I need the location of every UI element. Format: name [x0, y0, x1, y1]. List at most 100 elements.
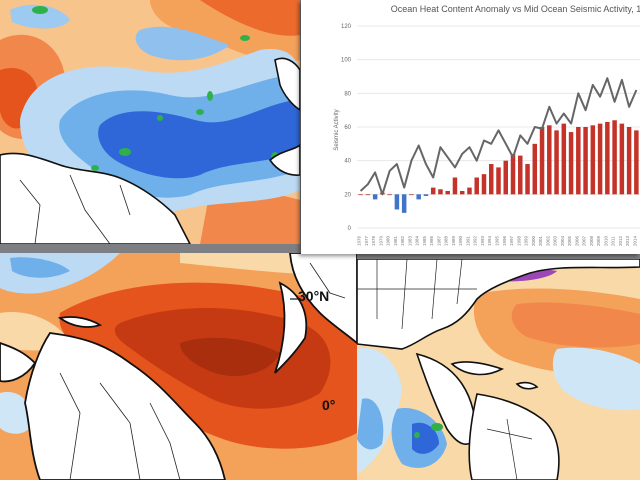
chart-line-series [359, 77, 638, 196]
bar-1983 [409, 194, 414, 196]
x-tick-label: 1997 [509, 235, 514, 246]
x-tick-label: 1987 [436, 235, 441, 246]
x-tick-label: 1976 [357, 235, 362, 246]
x-tick-label: 2005 [567, 235, 572, 246]
bar-1981 [394, 194, 400, 210]
x-tick-label: 1989 [451, 235, 456, 246]
bar-1989 [452, 177, 458, 195]
x-tick-label: 2007 [582, 235, 587, 246]
y-tick-label: 80 [344, 91, 351, 97]
sst-map-top-left-window[interactable] [0, 0, 300, 244]
x-tick-label: 1978 [371, 235, 376, 246]
x-tick-label: 2000 [531, 235, 536, 246]
y-tick-label: 20 [344, 192, 351, 198]
bar-1978 [372, 194, 378, 200]
bar-2006 [576, 127, 581, 195]
x-tick-labels: 1976 1977 1978 1979 1980 1981 1982 1983 1984 1985… [357, 235, 638, 246]
y-tick-label: 40 [344, 159, 351, 165]
x-tick-label: 1993 [480, 235, 485, 246]
bar-1990 [459, 190, 465, 195]
x-tick-label: 1994 [487, 235, 492, 246]
chart-title: Ocean Heat Content Anomaly vs Mid Ocean … [391, 4, 640, 14]
chart-bars [358, 120, 639, 213]
x-tick-label: 2009 [596, 235, 601, 246]
sst-map-bottom-right [357, 259, 640, 480]
x-tick-label: 2004 [560, 235, 565, 246]
y-tick-label: 60 [344, 125, 351, 131]
warm-anomaly-core [0, 282, 357, 449]
sst-map-bottom-right-window[interactable] [357, 259, 640, 480]
x-tick-label: 1986 [429, 235, 434, 246]
x-tick-label: 1991 [465, 235, 470, 246]
x-tick-label: 1992 [473, 235, 478, 246]
x-tick-label: 2011 [611, 236, 616, 246]
bar-1982 [401, 194, 407, 213]
country-borders [59, 262, 346, 480]
y-tick-label: 100 [341, 58, 352, 64]
bar-2009 [597, 123, 603, 195]
coastline-land [0, 57, 300, 244]
x-tick-label: 1983 [407, 235, 412, 246]
x-tick-label: 1977 [364, 235, 369, 246]
y-axis-label: Seismic Activity [334, 109, 340, 150]
bar-2013 [626, 127, 632, 195]
sst-map-bottom-left-window[interactable]: 30°N 0° [0, 253, 357, 480]
bar-2001 [539, 127, 545, 195]
bar-1995 [496, 167, 501, 195]
bar-2008 [590, 125, 596, 195]
bar-1998 [518, 155, 523, 195]
x-tick-label: 1981 [393, 235, 398, 246]
latitude-label-equator: 0° [322, 397, 335, 413]
bar-2007 [583, 127, 588, 195]
bar-1986 [430, 187, 436, 195]
latitude-label-30n: 30°N [298, 288, 329, 304]
bar-1994 [488, 164, 494, 195]
bar-2002 [547, 125, 552, 195]
bar-1992 [474, 177, 479, 195]
x-tick-label: 1998 [516, 235, 521, 246]
chart-gridlines [357, 25, 640, 229]
x-tick-label: 1985 [422, 235, 427, 246]
bar-2010 [605, 121, 610, 195]
x-tick-label: 2003 [553, 235, 558, 246]
state-borders [357, 259, 533, 480]
sst-map-top-left [0, 0, 300, 244]
y-tick-label: 120 [341, 24, 352, 30]
bar-1976 [358, 194, 363, 196]
x-tick-label: 2008 [589, 235, 594, 246]
x-tick-label: 1982 [400, 235, 405, 246]
x-tick-label: 2002 [545, 235, 550, 246]
x-tick-label: 1988 [444, 235, 449, 246]
coastline-land [0, 253, 357, 480]
y-tick-labels: 0 20 40 60 80 100 120 [341, 24, 352, 232]
seismic-activity-line [359, 77, 638, 196]
x-tick-label: 2013 [625, 235, 630, 246]
bar-2014 [634, 130, 639, 195]
bar-1980 [387, 194, 392, 196]
x-tick-label: 2010 [603, 235, 608, 246]
x-tick-label: 2014 [632, 235, 637, 246]
bar-1996 [503, 160, 509, 195]
x-tick-label: 2012 [618, 235, 623, 246]
country-borders [19, 174, 131, 244]
chart-window[interactable]: Ocean Heat Content Anomaly vs Mid Ocean … [301, 0, 640, 254]
bar-1991 [467, 187, 472, 195]
bar-1993 [481, 174, 487, 195]
x-tick-label: 2001 [538, 235, 543, 246]
x-tick-label: 1980 [386, 235, 391, 246]
x-tick-label: 1984 [415, 235, 420, 246]
bar-2003 [554, 130, 559, 195]
bar-1987 [438, 189, 443, 195]
bar-1988 [445, 190, 450, 195]
seismic-heat-chart: Ocean Heat Content Anomaly vs Mid Ocean … [334, 4, 640, 246]
bar-1999 [525, 164, 530, 195]
sst-map-bottom-left: 30°N 0° [0, 253, 357, 480]
coastline-land [357, 259, 640, 480]
x-tick-label: 1996 [502, 235, 507, 246]
y-tick-label: 0 [348, 226, 352, 232]
x-tick-label: 1999 [524, 235, 529, 246]
x-tick-label: 1990 [458, 235, 463, 246]
bar-2012 [619, 123, 625, 195]
bar-1997 [510, 153, 516, 195]
